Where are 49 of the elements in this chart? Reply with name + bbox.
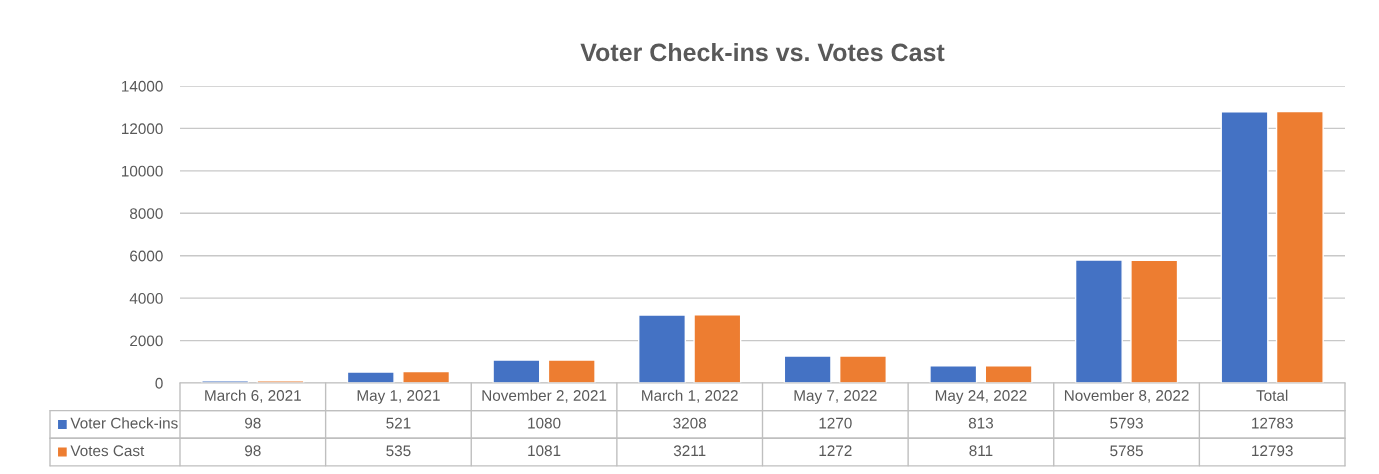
bar <box>346 371 395 383</box>
bar <box>783 355 832 383</box>
data-label: 5793 <box>1110 417 1143 429</box>
data-label: 813 <box>968 417 994 429</box>
bar <box>1130 259 1179 383</box>
bar <box>402 370 451 383</box>
data-label: 12783 <box>1252 417 1293 429</box>
y-tick-label: 0 <box>155 377 163 389</box>
data-label: 535 <box>386 445 411 457</box>
bar <box>492 359 541 383</box>
y-tick-label: 10000 <box>122 165 163 177</box>
bar <box>984 365 1033 383</box>
data-label: 3211 <box>673 445 706 457</box>
bar <box>638 314 687 383</box>
bar <box>838 355 887 383</box>
data-label: 98 <box>245 445 261 457</box>
x-tick-label: November 8, 2022 <box>1064 389 1189 403</box>
data-label: 1272 <box>819 445 852 456</box>
y-tick-label: 4000 <box>129 293 163 304</box>
data-label: 811 <box>969 445 993 457</box>
data-label: 5785 <box>1110 445 1143 457</box>
bar <box>1074 259 1123 383</box>
y-tick-label: 8000 <box>130 208 163 219</box>
x-tick-label: May 24, 2022 <box>935 390 1027 404</box>
bar <box>1220 111 1269 383</box>
bar <box>1275 110 1324 383</box>
bar <box>693 314 742 383</box>
x-tick-label: March 6, 2021 <box>205 389 301 403</box>
data-label: 98 <box>245 417 261 429</box>
data-label: 12793 <box>1252 445 1293 457</box>
data-label: 1080 <box>528 417 561 429</box>
y-tick-label: 14000 <box>122 80 163 92</box>
y-tick-label: 12000 <box>122 123 163 135</box>
x-tick-label: November 2, 2021 <box>482 389 607 403</box>
data-label: 1081 <box>528 445 561 457</box>
x-tick-label: May 7, 2022 <box>794 390 877 404</box>
data-label: 1270 <box>819 417 852 429</box>
data-label: 521 <box>386 417 411 429</box>
x-tick-label: May 1, 2021 <box>357 390 440 404</box>
bar <box>547 359 596 383</box>
data-label: 3208 <box>673 417 707 429</box>
legend-label: Voter Check-ins <box>70 417 178 429</box>
y-tick-label: 2000 <box>130 335 163 347</box>
x-tick-label: March 1, 2022 <box>642 389 738 403</box>
x-tick-label: Total <box>1256 389 1288 401</box>
chart-title: Voter Check-ins vs. Votes Cast <box>580 42 945 62</box>
y-tick-label: 6000 <box>130 250 163 262</box>
bar <box>929 365 978 383</box>
legend-label: Votes Cast <box>70 445 145 457</box>
